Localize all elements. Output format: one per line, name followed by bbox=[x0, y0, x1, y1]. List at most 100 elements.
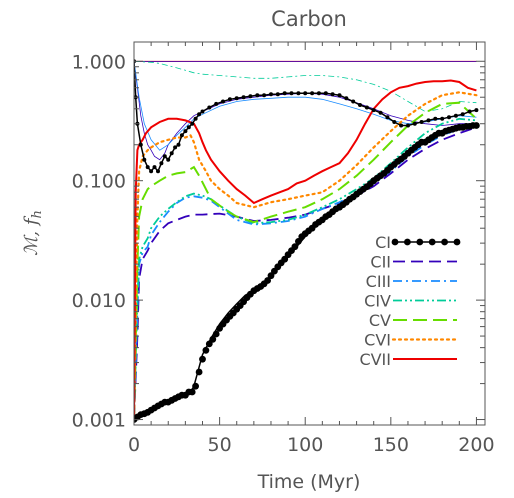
series-layer bbox=[134, 59, 480, 423]
series-ci-total-point bbox=[344, 96, 349, 101]
series-ci-total-point bbox=[351, 99, 356, 104]
series-ci-total-point bbox=[371, 108, 376, 113]
chart-title: Carbon bbox=[271, 7, 347, 31]
series-ci-point bbox=[209, 335, 217, 343]
series-cvi-line bbox=[134, 91, 478, 421]
series-ci-total-point bbox=[419, 120, 424, 124]
series-ci-total-point bbox=[399, 123, 404, 128]
series-ci-total-point bbox=[316, 91, 321, 96]
series-ci-point bbox=[202, 346, 210, 354]
legend-label-cii: CII bbox=[370, 253, 391, 272]
series-ci-total-point bbox=[296, 91, 301, 96]
series-cvii-line bbox=[134, 79, 477, 420]
series-ci-total-point bbox=[149, 169, 154, 174]
series-ci-point bbox=[199, 355, 206, 363]
x-tick-label: 100 bbox=[287, 434, 323, 456]
legend-label-cvi: CVI bbox=[364, 331, 391, 350]
series-ci-total-point bbox=[406, 123, 410, 128]
series-ci-total-line bbox=[134, 61, 477, 173]
series-ci-total-point bbox=[440, 116, 445, 121]
series-ci-total-point bbox=[474, 108, 479, 113]
series-ci-total-point bbox=[176, 142, 181, 147]
series-ci-total-point bbox=[186, 125, 191, 130]
series-ci-total-point bbox=[262, 93, 267, 98]
x-axis-label: Time (Myr) bbox=[257, 471, 361, 493]
series-ci-total-point bbox=[248, 94, 253, 99]
y-axis-label-sub: h bbox=[30, 210, 45, 218]
series-ci-total-point bbox=[323, 91, 328, 96]
series-ci-total-point bbox=[214, 101, 219, 106]
series-ci-total-point bbox=[433, 116, 438, 121]
series-ci-total-point bbox=[330, 92, 335, 97]
series-ci-point bbox=[291, 243, 299, 251]
legend-marker-ci bbox=[404, 238, 411, 246]
series-cii-line bbox=[134, 126, 477, 420]
series-ci-total-point bbox=[426, 118, 431, 123]
x-tick-label: 50 bbox=[208, 434, 232, 456]
series-ci-total-point bbox=[138, 142, 143, 147]
series-ci-line bbox=[134, 124, 477, 421]
x-tick-label: 150 bbox=[373, 434, 409, 456]
series-total-line-4 bbox=[134, 61, 477, 151]
x-axis: 0 50 100 150 200 bbox=[128, 42, 495, 456]
x-tick-label: 0 bbox=[128, 434, 140, 456]
series-ci-total-point bbox=[453, 113, 458, 118]
series-ci-point bbox=[264, 277, 271, 284]
series-ci-total-point bbox=[269, 92, 273, 97]
series-ci-total-point bbox=[358, 103, 362, 107]
plot-frame bbox=[133, 41, 486, 426]
y-axis: 0.001 0.010 0.100 1.000 bbox=[72, 51, 485, 432]
legend-marker-ci bbox=[391, 238, 399, 246]
series-ci-total-point bbox=[173, 145, 178, 150]
legend-label-ci: CI bbox=[375, 233, 391, 252]
series-ci-total-point bbox=[234, 96, 239, 101]
y-tick-label: 0.100 bbox=[72, 171, 126, 193]
series-ci-total-point bbox=[193, 116, 198, 121]
series-ci-total-point bbox=[197, 112, 202, 117]
x-tick-label: 200 bbox=[458, 434, 494, 456]
series-ci-total-point bbox=[282, 91, 287, 96]
series-ci-total-point bbox=[179, 133, 184, 138]
series-ci-total-point bbox=[166, 157, 171, 162]
series-ci-total-point bbox=[337, 93, 342, 98]
legend-label-ciii: CIII bbox=[366, 272, 391, 291]
series-ci-total-point bbox=[169, 151, 174, 156]
series-ci-total-point bbox=[159, 161, 164, 166]
series-cv-line bbox=[134, 101, 478, 420]
series-ci-total-point bbox=[412, 121, 417, 126]
series-ci-total-point bbox=[467, 109, 472, 114]
series-ci-point bbox=[295, 238, 302, 245]
y-axis-label: ℳ, fh bbox=[21, 210, 45, 256]
y-tick-label: 0.001 bbox=[72, 410, 126, 432]
series-ci-total-point bbox=[207, 105, 212, 110]
series-ci-total-point bbox=[364, 105, 369, 110]
series-ci-total-point bbox=[460, 112, 465, 117]
series-ci-total-point bbox=[289, 91, 294, 96]
svg-text:ℳ, fh: ℳ, fh bbox=[21, 210, 45, 256]
y-tick-label: 1.000 bbox=[72, 51, 126, 73]
series-ci-total-point bbox=[275, 92, 280, 97]
series-ci-total-point bbox=[392, 120, 397, 124]
series-ci-total-point bbox=[152, 165, 157, 170]
series-ci-total-point bbox=[227, 97, 232, 102]
series-ci-point bbox=[192, 382, 200, 390]
series-ci-point bbox=[195, 368, 203, 376]
series-ci-total-point bbox=[190, 121, 195, 126]
series-ciii-line bbox=[134, 124, 477, 420]
series-ci-total-point bbox=[310, 91, 315, 96]
series-ci-total-point bbox=[142, 157, 147, 162]
legend-label-cvii: CVII bbox=[359, 350, 391, 369]
y-tick-label: 0.010 bbox=[72, 290, 126, 312]
series-total-line-3 bbox=[134, 61, 477, 161]
series-ci-total-point bbox=[156, 169, 160, 174]
series-ci-point bbox=[212, 330, 220, 338]
y-axis-label-main: ℳ, f bbox=[21, 215, 42, 256]
series-ci-total-point bbox=[162, 154, 167, 159]
series-ci-total-point bbox=[183, 129, 188, 134]
series-ci-total-point bbox=[221, 99, 225, 104]
series-ci-total-point bbox=[255, 93, 260, 98]
legend-label-civ: CIV bbox=[364, 292, 391, 311]
series-ci-total-point bbox=[378, 110, 383, 115]
